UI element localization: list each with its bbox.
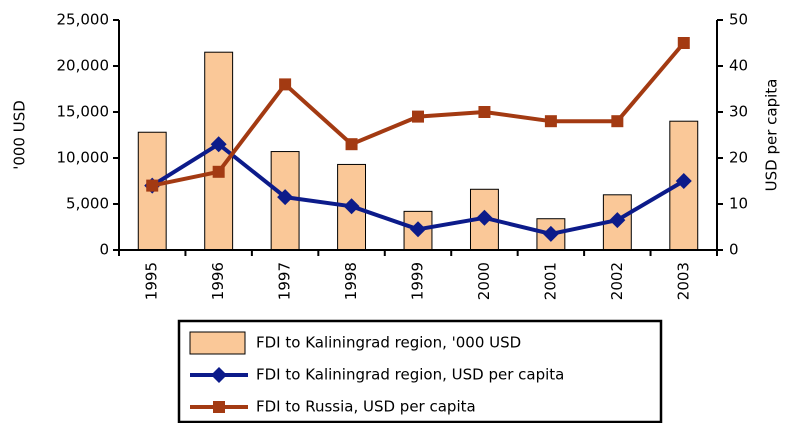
marker	[544, 115, 557, 128]
marker	[210, 136, 227, 153]
x-tick-label: 2003	[674, 262, 692, 300]
y-tick-label: 5,000	[66, 195, 109, 213]
legend-marker	[211, 367, 227, 383]
marker	[279, 78, 292, 91]
marker	[146, 179, 159, 192]
marker	[677, 37, 690, 49]
legend-label: FDI to Russia, USD per capita	[256, 398, 476, 416]
legend-label: FDI to Kaliningrad region, USD per capit…	[256, 366, 564, 384]
marker	[611, 115, 624, 128]
y-tick-label: 10,000	[57, 149, 110, 167]
legend-swatch	[189, 331, 246, 355]
marker	[476, 209, 493, 226]
x-tick-label: 1995	[143, 262, 161, 300]
legend-label: FDI to Kaliningrad region, '000 USD	[256, 334, 521, 352]
x-tick-label: 2002	[608, 262, 626, 300]
x-tick-label: 2001	[541, 262, 559, 300]
y-tick-label: 0	[99, 241, 109, 259]
y2-tick-label: 40	[729, 57, 748, 75]
marker	[412, 110, 424, 123]
y2-tick-label: 0	[729, 241, 739, 259]
marker	[410, 221, 426, 238]
marker	[675, 173, 692, 189]
y-tick-label: 20,000	[57, 57, 110, 75]
legend	[177, 319, 663, 423]
x-tick-label: 1997	[276, 262, 294, 300]
y2-tick-label: 10	[729, 195, 748, 213]
y2-axis-title: USD per capita	[763, 79, 781, 192]
marker	[609, 212, 626, 229]
y2-tick-label: 50	[729, 11, 748, 29]
marker	[542, 225, 559, 242]
marker	[345, 138, 358, 151]
marker	[277, 189, 294, 206]
legend-marker	[213, 401, 225, 413]
x-tick-label: 1996	[209, 262, 227, 300]
y-tick-label: 15,000	[57, 103, 110, 121]
y-axis-title: '000 USD	[11, 100, 29, 170]
x-tick-label: 2000	[475, 262, 493, 300]
y-tick-label: 25,000	[57, 11, 110, 29]
marker	[212, 165, 225, 178]
marker	[478, 106, 491, 118]
x-tick-label: 1999	[409, 262, 427, 300]
x-tick-label: 1998	[342, 262, 360, 300]
y2-tick-label: 20	[729, 149, 748, 167]
y2-tick-label: 30	[729, 103, 748, 121]
marker	[343, 198, 360, 215]
